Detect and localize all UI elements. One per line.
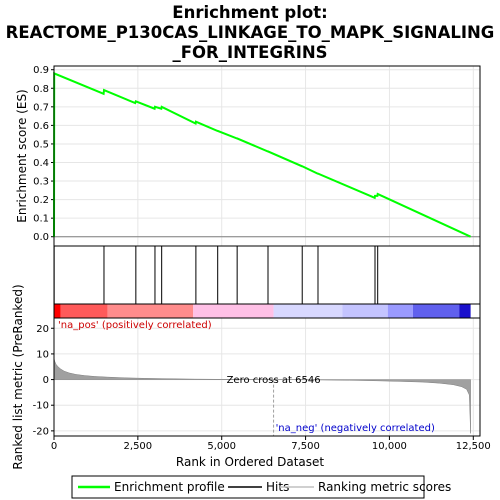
ranked-metric-y-tick-label: 0 bbox=[43, 375, 49, 386]
heatmap-band bbox=[387, 304, 413, 318]
ranked-metric-y-tick-label: 20 bbox=[36, 324, 49, 335]
heatmap-band bbox=[273, 304, 343, 318]
ranking-heatmap-bar bbox=[53, 303, 481, 319]
chart-title-line-3: _FOR_INTEGRINS bbox=[172, 43, 327, 62]
es-y-tick-label: 0.0 bbox=[33, 232, 49, 243]
negative-correlation-label: 'na_neg' (negatively correlated) bbox=[276, 423, 435, 434]
x-axis-ticks: 0 2,500 5,000 7,500 10,000 12,500 bbox=[51, 436, 491, 452]
es-y-tick-label: 0.1 bbox=[33, 214, 49, 225]
legend-label-enrichment: Enrichment profile bbox=[114, 480, 225, 494]
ranked-metric-y-tick-label: -10 bbox=[33, 401, 49, 412]
legend: Enrichment profile Hits Ranking metric s… bbox=[71, 475, 451, 499]
heatmap-band bbox=[459, 304, 471, 318]
ranked-metric-y-axis-label: Ranked list metric (PreRanked) bbox=[11, 284, 25, 469]
es-y-axis-label: Enrichment score (ES) bbox=[15, 89, 29, 222]
heatmap-band bbox=[107, 304, 194, 318]
es-y-tick-label: 0.6 bbox=[33, 121, 49, 132]
ranked-metric-panel: Zero cross at 6546 'na_pos' (positively … bbox=[11, 284, 481, 470]
legend-label-ranking: Ranking metric scores bbox=[318, 480, 451, 494]
ranked-metric-y-tick-label: 10 bbox=[36, 349, 49, 360]
chart-title-line-2: REACTOME_P130CAS_LINKAGE_TO_MAPK_SIGNALI… bbox=[6, 23, 495, 42]
x-axis-label: Rank in Ordered Dataset bbox=[176, 455, 324, 469]
chart-title-line-1: Enrichment plot: bbox=[172, 3, 327, 22]
zero-cross-label: Zero cross at 6546 bbox=[227, 375, 321, 386]
ranking-metric-area bbox=[53, 357, 471, 434]
heatmap-band bbox=[412, 304, 460, 318]
hits-panel bbox=[53, 245, 481, 305]
es-y-tick-label: 0.2 bbox=[33, 195, 49, 206]
es-y-tick-label: 0.3 bbox=[33, 177, 49, 188]
es-panel: 0.0 0.1 0.2 0.3 0.4 0.5 0.6 0.7 0.8 0.9 Enrichmen… bbox=[15, 65, 481, 247]
x-tick-label: 0 bbox=[51, 441, 57, 452]
x-tick-label: 2,500 bbox=[124, 441, 153, 452]
es-y-tick-label: 0.5 bbox=[33, 139, 49, 150]
heatmap-band bbox=[60, 304, 108, 318]
es-y-tick-label: 0.4 bbox=[33, 158, 49, 169]
legend-label-hits: Hits bbox=[266, 480, 289, 494]
heatmap-band bbox=[193, 304, 274, 318]
ranked-metric-y-tick-label: -20 bbox=[33, 426, 49, 437]
x-tick-label: 10,000 bbox=[372, 441, 407, 452]
es-y-tick-label: 0.9 bbox=[33, 65, 49, 76]
es-y-tick-label: 0.7 bbox=[33, 102, 49, 113]
x-tick-label: 5,000 bbox=[207, 441, 236, 452]
x-tick-label: 12,500 bbox=[456, 441, 491, 452]
heatmap-band bbox=[54, 304, 61, 318]
positive-correlation-label: 'na_pos' (positively correlated) bbox=[58, 320, 212, 331]
enrichment-profile-line bbox=[53, 71, 472, 238]
heatmap-band bbox=[342, 304, 388, 318]
es-y-ticks: 0.0 0.1 0.2 0.3 0.4 0.5 0.6 0.7 0.8 0.9 bbox=[33, 65, 54, 243]
x-tick-label: 7,500 bbox=[291, 441, 320, 452]
es-y-tick-label: 0.8 bbox=[33, 84, 49, 95]
